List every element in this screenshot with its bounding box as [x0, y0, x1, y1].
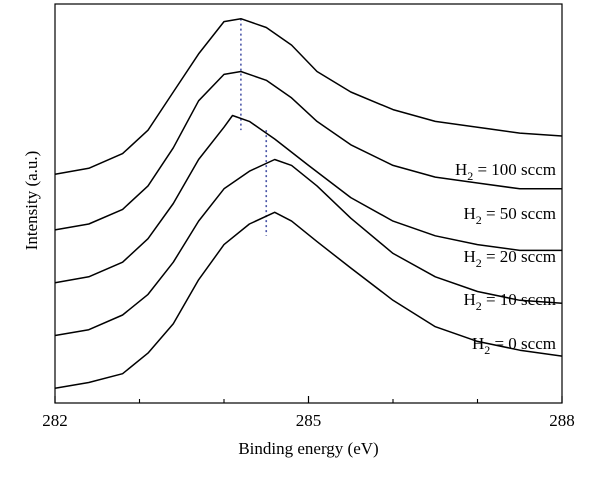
series-line-2	[54, 114, 562, 284]
x-axis-ticks	[54, 396, 563, 403]
series-line-3	[54, 70, 562, 231]
x-axis-title: Binding energy (eV)	[238, 439, 378, 458]
series-line-4	[54, 17, 563, 175]
series-line-1	[54, 158, 563, 337]
series-label-4: H2 = 100 sccm	[455, 160, 556, 183]
x-tick-label: 282	[42, 411, 68, 430]
series-line-0	[54, 211, 563, 390]
reference-lines	[240, 18, 268, 236]
series-label-0: H2 = 0 sccm	[472, 334, 556, 357]
series-labels: H2 = 0 sccm H2 = 10 sccm H2 = 20 sccm H2 = …	[455, 160, 556, 357]
series-lines	[54, 17, 563, 390]
y-axis-title: Intensity (a.u.)	[22, 151, 41, 251]
x-axis-tick-labels: 282 285 288	[42, 411, 575, 430]
series-label-3: H2 = 50 sccm	[463, 204, 556, 227]
series-label-2: H2 = 20 sccm	[463, 247, 556, 270]
x-tick-label: 285	[296, 411, 322, 430]
x-tick-label: 288	[549, 411, 575, 430]
series-label-1: H2 = 10 sccm	[463, 290, 556, 313]
